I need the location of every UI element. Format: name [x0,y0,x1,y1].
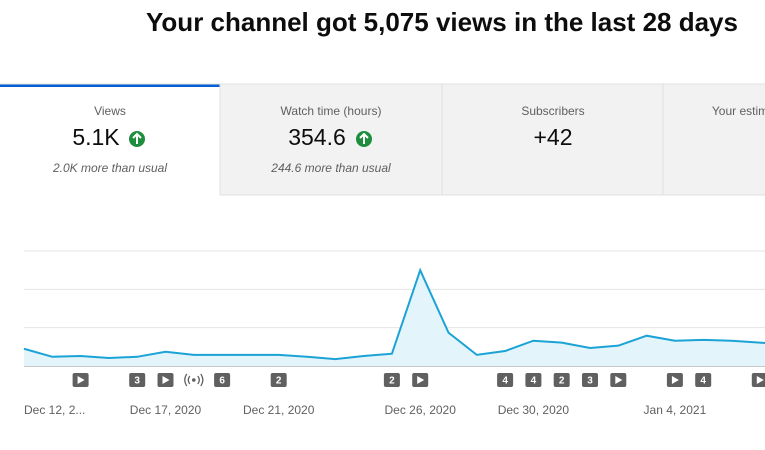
x-tick-label: Jan 4, 2021 [644,403,707,417]
tab-bg [662,83,765,196]
play-icon [756,376,764,384]
x-tick-label: Dec 30, 2020 [498,403,570,417]
x-tick-label: Dec 26, 2020 [385,403,457,417]
tab-label[interactable]: Your estim [712,104,765,118]
event-marker[interactable] [270,373,287,387]
up-arrow [359,132,369,144]
tab-value: 5.1K [72,124,120,150]
event-marker[interactable] [129,373,146,387]
event-marker[interactable] [553,373,570,387]
play-icon [417,376,425,384]
tab-label[interactable]: Subscribers [521,104,584,118]
line [23,267,765,361]
live-dot[interactable] [192,378,196,382]
event-marker[interactable] [525,373,542,387]
chart: Dec 12, 2... Dec 17, 2020 Dec 21, 2020 Dec … [23,250,765,417]
tab-label[interactable]: Views [94,104,126,118]
tab-note: 244.6 more than usual [270,161,391,175]
event-count: 4 [502,376,508,387]
play-icon [77,376,85,384]
event-marker[interactable] [383,373,400,387]
event-marker[interactable] [582,373,598,387]
event-marker[interactable] [497,373,514,387]
play-icon [162,376,170,384]
event-count: 3 [134,376,140,387]
event-count: 2 [389,376,395,387]
tab-label[interactable]: Watch time (hours) [281,104,382,118]
area [24,270,765,366]
title: Your channel got 5,075 views in the last… [146,7,738,37]
tab-value: 354.6 [288,124,346,150]
up-arrow [132,132,142,144]
live-icon [184,373,204,387]
event-marker[interactable] [214,373,231,387]
event-count: 4 [700,376,706,387]
event-count: 6 [219,376,225,387]
event-count: 4 [531,376,537,387]
x-tick-label: Dec 12, 2... [24,403,85,417]
play-icon [615,376,623,384]
event-count: 3 [587,376,593,387]
event-marker[interactable] [695,373,712,387]
x-tick-label: Dec 17, 2020 [130,403,202,417]
tab-note: 2.0K more than usual [52,161,167,175]
tab-indicator [0,84,220,87]
tab-bg [0,84,220,195]
event-count: 2 [559,376,565,387]
tab-value: +42 [533,124,572,150]
x-tick-label: Dec 21, 2020 [243,403,315,417]
tab-bg [219,83,443,196]
tabs: Views 5.1K 2.0K more than usual Watch time … [0,83,765,196]
event-count: 2 [276,376,282,387]
play-icon [671,376,679,384]
